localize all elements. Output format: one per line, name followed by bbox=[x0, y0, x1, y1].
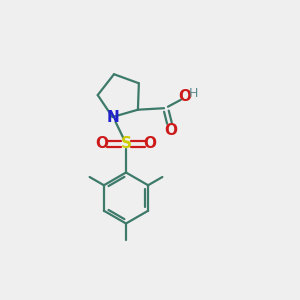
Text: O: O bbox=[143, 136, 157, 152]
Text: O: O bbox=[178, 89, 191, 104]
Text: H: H bbox=[189, 87, 198, 100]
Text: O: O bbox=[95, 136, 109, 152]
Text: O: O bbox=[164, 123, 177, 138]
Text: N: N bbox=[106, 110, 119, 124]
Text: S: S bbox=[121, 136, 131, 152]
